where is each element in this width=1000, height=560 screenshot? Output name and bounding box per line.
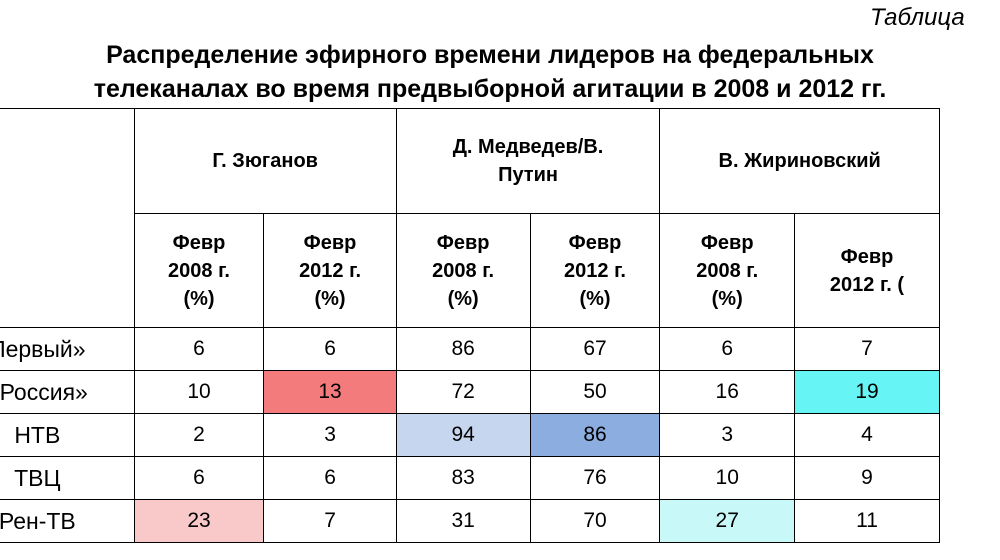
row-label: Первый» xyxy=(0,327,135,371)
subheader: Февр 2012 г. (%) xyxy=(529,213,661,328)
value-cell: 31 xyxy=(395,499,531,543)
value-cell: 6 xyxy=(133,456,265,500)
row-label: «Россия» xyxy=(0,370,135,414)
value-cell: 10 xyxy=(133,370,265,414)
subheader-row: Февр 2008 г. (%) Февр 2012 г. (%) Февр 200… xyxy=(0,213,940,328)
subheader: Февр 2012 г. (%) xyxy=(263,213,397,328)
group-row: Г. Зюганов Д. Медведев/В. Путин В. Жиринов… xyxy=(0,108,940,328)
value-cell: 67 xyxy=(529,327,661,371)
data-row: ТВЦ 6 6 83 76 10 9 xyxy=(0,456,940,500)
title-line: телеканалах во время предвыборной агитац… xyxy=(93,75,887,103)
value-cell: 11 xyxy=(794,499,940,543)
value-cell: 70 xyxy=(529,499,661,543)
title-line: Распределение эфирного времени лидеров н… xyxy=(106,41,874,69)
value-cell: 83 xyxy=(395,456,531,500)
data-row: Рен-ТВ 23 7 31 70 27 11 xyxy=(0,499,940,543)
value-cell: 86 xyxy=(529,413,661,457)
subheader: Февр 2008 г. (%) xyxy=(133,213,265,328)
value-cell: 6 xyxy=(263,327,397,371)
value-cell: 50 xyxy=(529,370,661,414)
value-cell: 76 xyxy=(529,456,661,500)
subheader: Февр 2008 г. (%) xyxy=(395,213,531,328)
value-cell: 4 xyxy=(794,413,940,457)
value-cell: 7 xyxy=(794,327,940,371)
value-cell: 3 xyxy=(263,413,397,457)
value-cell: 19 xyxy=(794,370,940,414)
value-cell: 27 xyxy=(659,499,796,543)
value-cell: 6 xyxy=(659,327,796,371)
value-cell: 9 xyxy=(794,456,940,500)
value-cell: 13 xyxy=(263,370,397,414)
value-cell: 16 xyxy=(659,370,796,414)
group-header: Г. Зюганов xyxy=(133,108,397,214)
value-cell: 2 xyxy=(133,413,265,457)
table-label: Таблица xyxy=(870,4,965,31)
value-cell: 86 xyxy=(395,327,531,371)
value-cell: 3 xyxy=(659,413,796,457)
row-label: НТВ xyxy=(0,413,135,457)
group-header: В. Жириновский xyxy=(659,108,940,214)
value-cell: 94 xyxy=(395,413,531,457)
value-cell: 23 xyxy=(133,499,265,543)
value-cell: 7 xyxy=(263,499,397,543)
value-cell: 6 xyxy=(263,456,397,500)
corner-cell xyxy=(0,108,135,328)
row-label: ТВЦ xyxy=(0,456,135,500)
subheader: Февр 2012 г. ( xyxy=(794,213,940,328)
value-cell: 10 xyxy=(659,456,796,500)
data-row: НТВ 2 3 94 86 3 4 xyxy=(0,413,940,457)
table: Г. Зюганов Д. Медведев/В. Путин В. Жиринов… xyxy=(0,108,940,543)
row-label: Рен-ТВ xyxy=(0,499,135,543)
group-header: Д. Медведев/В. Путин xyxy=(395,108,661,214)
value-cell: 6 xyxy=(133,327,265,371)
subheader: Февр 2008 г. (%) xyxy=(659,213,796,328)
value-cell: 72 xyxy=(395,370,531,414)
title: Распределение эфирного времени лидеров н… xyxy=(0,38,1000,106)
